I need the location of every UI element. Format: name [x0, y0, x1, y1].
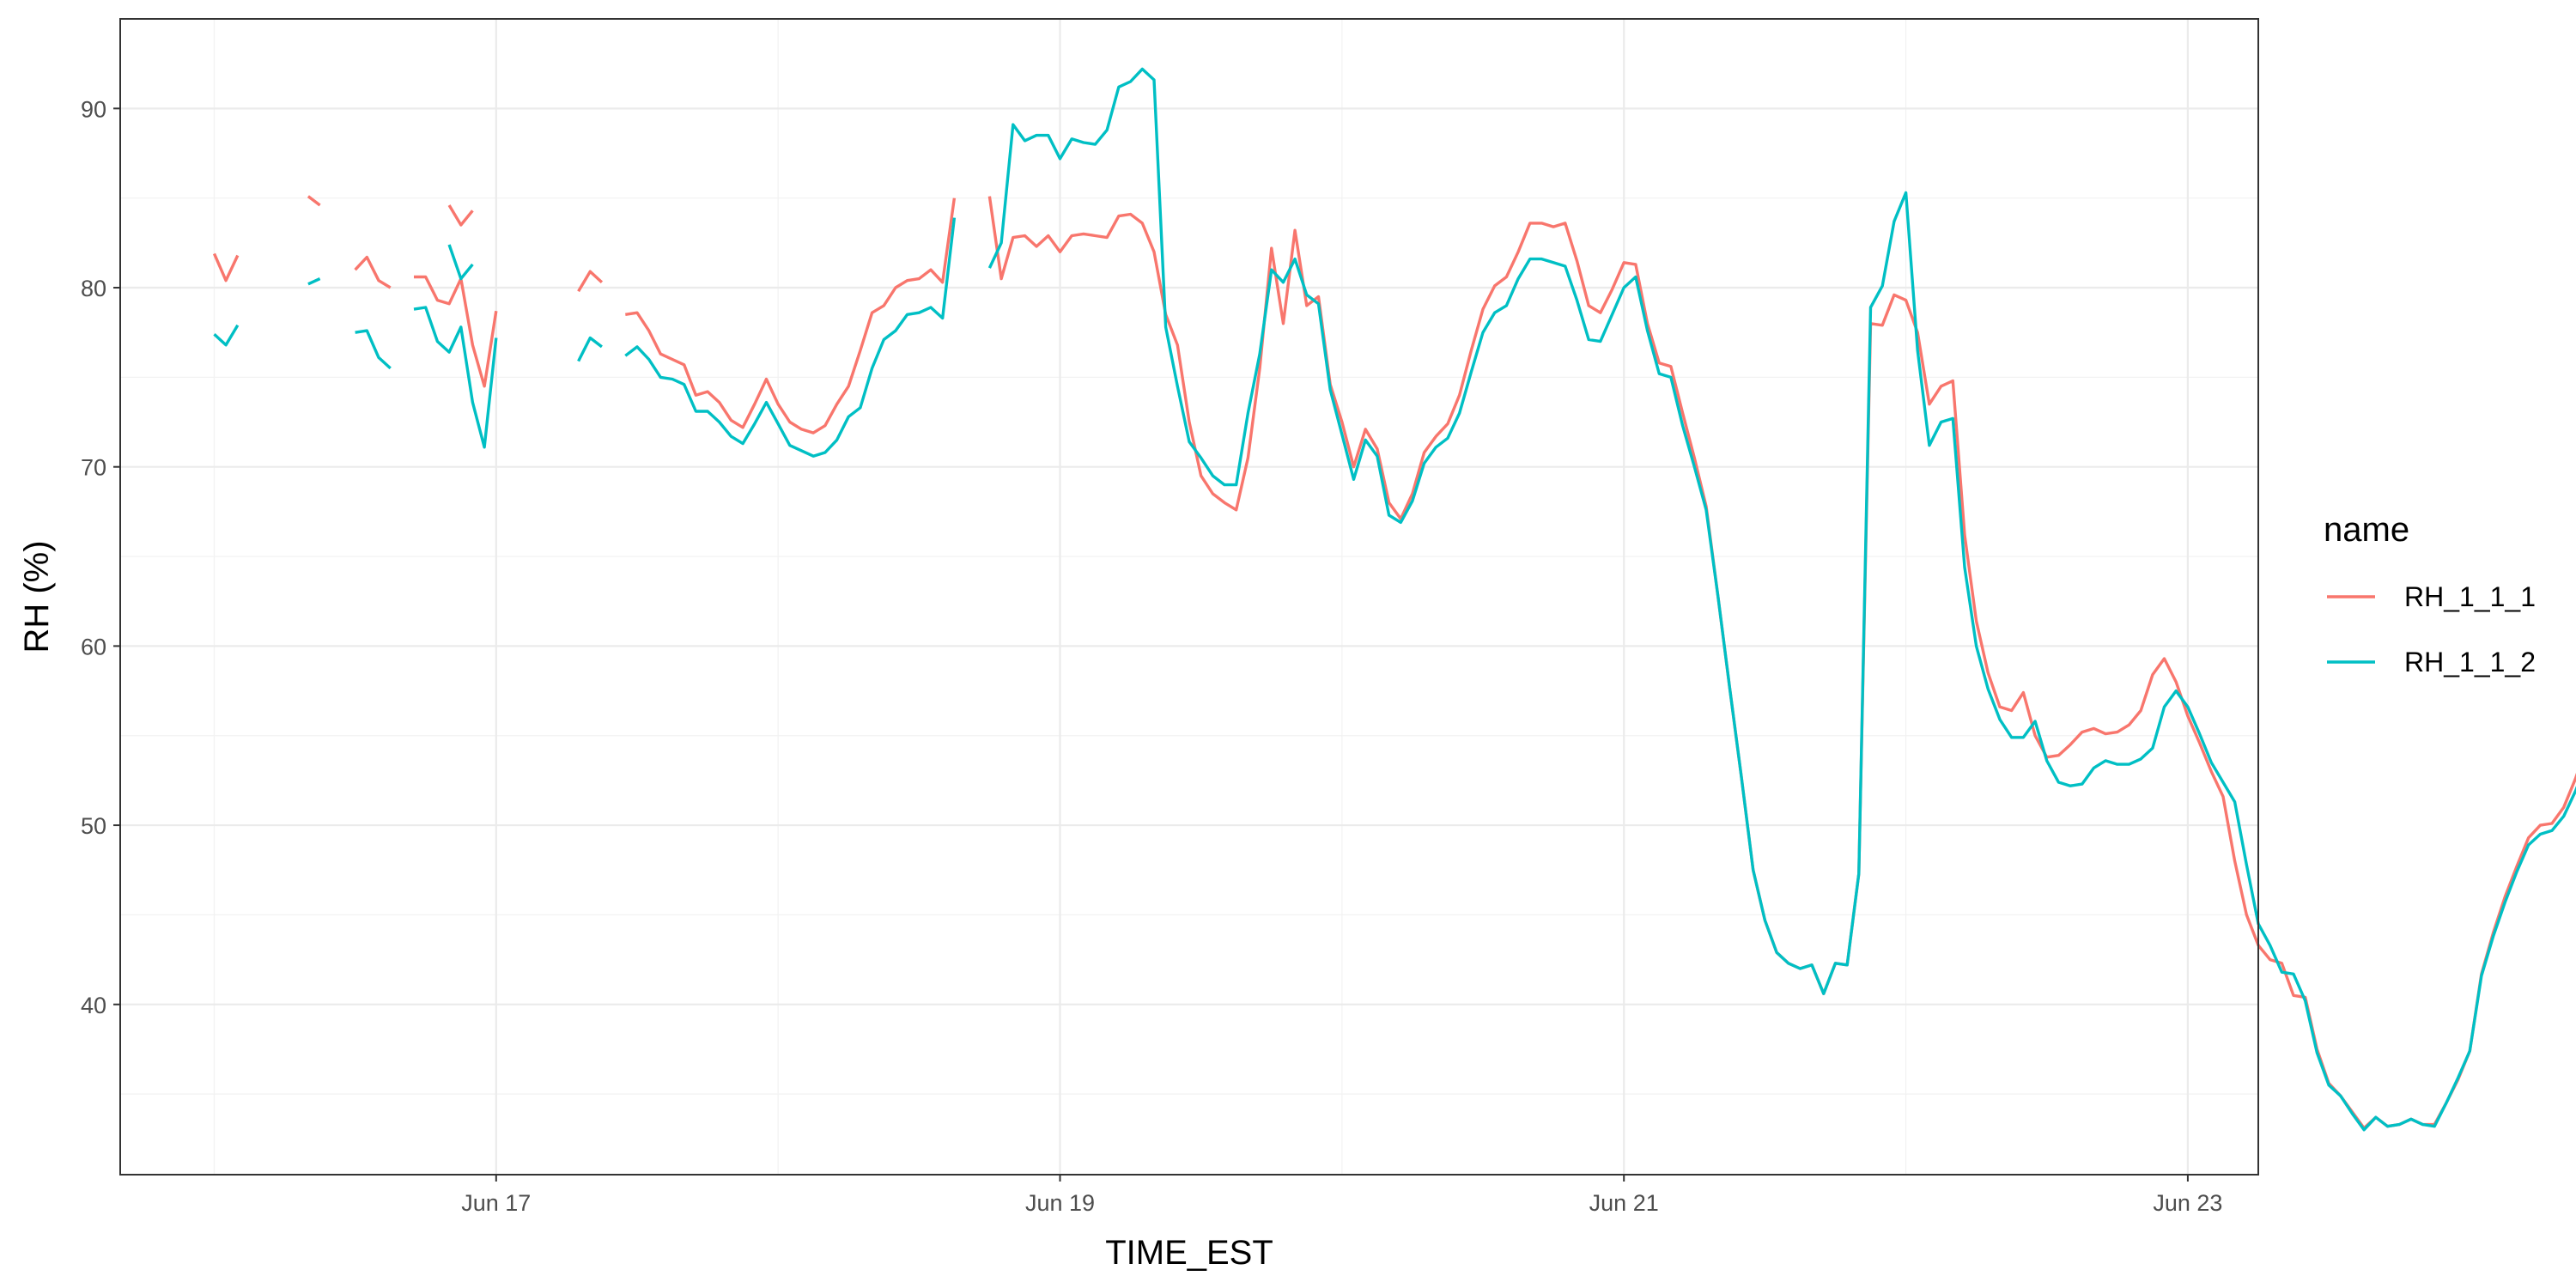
x-axis-ticks: Jun 17 Jun 19 Jun 21 Jun 23 — [461, 1175, 2222, 1216]
series-line-segment — [447, 244, 474, 281]
x-tick-label: Jun 23 — [2153, 1190, 2222, 1216]
series-RH_1_1_2 — [213, 67, 2576, 1132]
major-gridlines — [120, 19, 2258, 1175]
series-line-segment — [212, 252, 240, 283]
panel-border — [119, 18, 2259, 1176]
legend: name RH_1_1_1 RH_1_1_2 — [2324, 511, 2536, 677]
legend-label-RH_1_1_2: RH_1_1_2 — [2404, 647, 2536, 677]
series-line-segment — [355, 329, 392, 370]
series-line-segment — [987, 67, 2576, 1132]
series-line-segment — [213, 324, 240, 347]
series-line-segment — [307, 195, 321, 207]
series-line-segment — [307, 277, 321, 286]
y-tick-label: 50 — [81, 813, 106, 839]
y-axis-title: RH (%) — [18, 540, 56, 653]
x-tick-label: Jun 21 — [1589, 1190, 1659, 1216]
y-axis-ticks: 40 50 60 70 80 90 — [81, 96, 120, 1018]
series-line-segment — [624, 217, 957, 458]
x-tick-label: Jun 19 — [1025, 1190, 1095, 1216]
series-line-segment — [354, 255, 392, 289]
y-tick-label: 80 — [81, 276, 106, 301]
series-line-segment — [413, 306, 498, 449]
series-line-segment — [577, 270, 604, 293]
series-line-segment — [447, 204, 474, 227]
series-RH_1_1_1 — [212, 195, 2576, 1130]
series-line-segment — [414, 275, 498, 388]
minor-gridlines — [120, 19, 2258, 1175]
y-tick-label: 70 — [81, 455, 106, 481]
x-axis-title: TIME_EST — [1105, 1234, 1273, 1272]
legend-title: name — [2324, 511, 2409, 549]
y-tick-label: 40 — [81, 993, 106, 1018]
x-tick-label: Jun 17 — [461, 1190, 531, 1216]
legend-label-RH_1_1_1: RH_1_1_1 — [2404, 581, 2536, 612]
series-line-segment — [987, 196, 2576, 1130]
series-line-segment — [577, 336, 603, 362]
series-lines — [212, 67, 2576, 1132]
series-line-segment — [625, 197, 957, 434]
y-tick-label: 60 — [81, 634, 106, 659]
y-tick-label: 90 — [81, 96, 106, 122]
